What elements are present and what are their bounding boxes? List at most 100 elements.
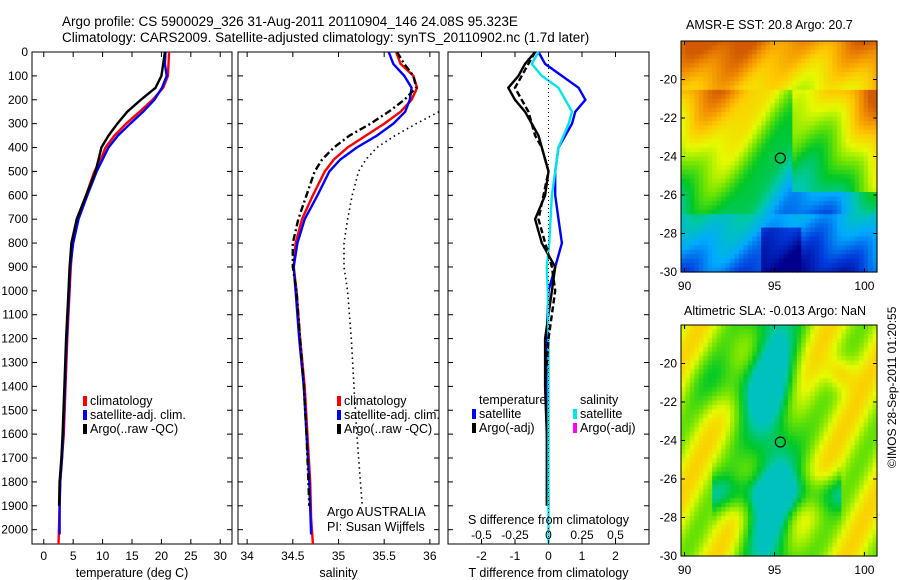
heatmap-cell	[721, 462, 727, 468]
heatmap-cell	[854, 178, 860, 184]
heatmap-cell	[828, 351, 834, 357]
heatmap-cell	[685, 325, 691, 331]
heatmap-cell	[694, 94, 700, 100]
heatmap-cell	[805, 196, 811, 202]
heatmap-cell	[854, 116, 860, 122]
heatmap-cell	[779, 489, 785, 495]
heatmap-cell	[796, 174, 802, 180]
heatmap-cell	[716, 444, 722, 450]
heatmap-cell	[787, 342, 793, 348]
heatmap-cell	[770, 524, 776, 530]
heatmap-cell	[712, 436, 718, 442]
heatmap-cell	[716, 533, 722, 539]
heatmap-cell	[850, 498, 856, 504]
heatmap-cell	[685, 76, 691, 82]
heatmap-cell	[872, 72, 878, 78]
heatmap-cell	[752, 471, 758, 477]
heatmap-cell	[725, 267, 731, 273]
heatmap-cell	[765, 382, 771, 388]
heatmap-cell	[698, 516, 704, 522]
heatmap-cell	[868, 520, 874, 526]
heatmap-cell	[770, 462, 776, 468]
heatmap-cell	[792, 476, 798, 482]
heatmap-cell	[828, 214, 834, 220]
heatmap-cell	[814, 467, 820, 473]
heatmap-cell	[734, 80, 740, 87]
heatmap-cell	[854, 413, 860, 419]
heatmap-cell	[845, 351, 851, 357]
heatmap-cell	[872, 498, 878, 504]
heatmap-cell	[774, 183, 780, 189]
heatmap-cell	[859, 58, 865, 64]
heatmap-cell	[854, 232, 860, 238]
heatmap-cell	[796, 165, 802, 171]
heatmap-cell	[716, 333, 722, 339]
map-y-tick-label: -24	[660, 434, 678, 448]
heatmap-cell	[828, 192, 834, 198]
heatmap-cell	[721, 507, 727, 513]
heatmap-cell	[787, 178, 793, 184]
heatmap-cell	[805, 378, 811, 384]
heatmap-cell	[823, 98, 829, 104]
salinity-profile-series	[291, 51, 440, 545]
map-y-tick-label: -24	[660, 150, 678, 164]
heatmap-cell	[761, 227, 767, 233]
heatmap-cell	[681, 160, 687, 166]
heatmap-cell	[868, 462, 874, 468]
x-tick-label: 15	[125, 549, 139, 563]
heatmap-cell	[783, 80, 789, 87]
heatmap-cell	[783, 249, 789, 255]
heatmap-cell	[721, 267, 727, 273]
heatmap-cell	[738, 480, 744, 486]
heatmap-cell	[716, 480, 722, 486]
heatmap-cell	[863, 516, 869, 522]
heatmap-cell	[734, 382, 740, 388]
heatmap-cell	[850, 174, 856, 180]
heatmap-cell	[756, 205, 762, 211]
heatmap-cell	[738, 218, 744, 224]
heatmap-cell	[738, 192, 744, 198]
heatmap-cell	[783, 338, 789, 344]
heatmap-cell	[712, 329, 718, 335]
heatmap-cell	[868, 502, 874, 508]
heatmap-cell	[743, 378, 749, 384]
heatmap-cell	[814, 263, 820, 269]
heatmap-cell	[832, 502, 838, 508]
heatmap-cell	[836, 89, 842, 95]
heatmap-cell	[685, 516, 691, 522]
heatmap-cell	[859, 72, 865, 78]
heatmap-cell	[850, 360, 856, 366]
heatmap-cell	[681, 387, 687, 393]
heatmap-cell	[694, 120, 700, 126]
heatmap-cell	[779, 183, 785, 189]
heatmap-cell	[738, 85, 744, 91]
heatmap-cell	[725, 196, 731, 202]
heatmap-cell	[814, 152, 820, 158]
heatmap-cell	[734, 49, 740, 55]
heatmap-cell	[738, 404, 744, 410]
heatmap-cell	[698, 453, 704, 459]
heatmap-cell	[859, 325, 865, 331]
heatmap-cell	[725, 369, 731, 375]
heatmap-cell	[859, 476, 865, 482]
heatmap-cell	[707, 45, 713, 51]
heatmap-cell	[859, 333, 865, 339]
heatmap-cell	[761, 413, 767, 419]
heatmap-cell	[716, 471, 722, 477]
heatmap-cell	[805, 471, 811, 477]
heatmap-cell	[685, 63, 691, 69]
heatmap-cell	[752, 364, 758, 371]
heatmap-cell	[863, 85, 869, 91]
heatmap-cell	[792, 80, 798, 87]
heatmap-cell	[698, 427, 704, 433]
heatmap-cell	[796, 502, 802, 508]
heatmap-cell	[796, 325, 802, 331]
heatmap-cell	[805, 431, 811, 437]
heatmap-cell	[721, 453, 727, 459]
heatmap-cell	[868, 391, 874, 397]
heatmap-cell	[792, 436, 798, 442]
heatmap-cell	[712, 422, 718, 428]
heatmap-cell	[868, 205, 874, 211]
heatmap-cell	[810, 152, 816, 158]
heatmap-cell	[734, 462, 740, 468]
